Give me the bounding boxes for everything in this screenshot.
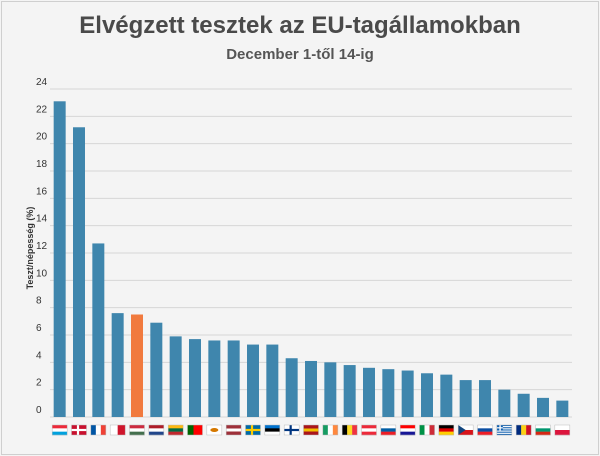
flag-sk-icon [477, 424, 493, 436]
bar-luxemburg [53, 101, 66, 418]
flag-hr-icon [399, 424, 416, 436]
y-tick-label: 6 [36, 323, 42, 334]
bar-ciprus [208, 340, 221, 417]
bar-görögország [498, 389, 511, 417]
flag-lt-icon [167, 424, 184, 436]
bar-ausztria [363, 367, 375, 417]
flag-dk-icon [71, 424, 87, 436]
flag-de-icon [438, 424, 455, 436]
y-tick-label: 8 [36, 296, 42, 307]
y-tick-label: 20 [36, 132, 48, 143]
flag-pt-icon [187, 424, 203, 436]
bar-málta [111, 313, 124, 417]
bar-belgium [343, 365, 356, 417]
flag-ro-icon [515, 424, 532, 436]
bar-németország [440, 374, 453, 417]
y-tick-label: 14 [36, 214, 48, 225]
bar-finnország [285, 358, 298, 417]
y-tick-label: 10 [36, 268, 48, 279]
flag-it-icon [419, 424, 435, 436]
flag-se-icon [245, 424, 261, 436]
bar-lengyelország [556, 400, 569, 417]
y-tick-label: 4 [36, 350, 42, 361]
flag-cy-icon [206, 424, 223, 436]
bar-portugália [189, 339, 201, 417]
flag-lv-icon [225, 424, 242, 436]
y-tick-label: 18 [36, 159, 48, 170]
bar-hollandia [150, 322, 163, 417]
bar-szlovákia [479, 380, 491, 417]
bar-olaszország [421, 373, 433, 417]
flag-fr-icon [90, 424, 107, 436]
flag-bg-icon [535, 424, 551, 436]
bar-észtország [266, 344, 279, 417]
bar-románia [517, 393, 530, 417]
chart-title: Elvégzett tesztek az EU-tagállamokban [79, 12, 521, 39]
y-tick-label: 12 [36, 241, 48, 252]
flag-lu-icon [51, 424, 68, 436]
bar-spanyolország [305, 360, 317, 417]
bar-franciaország [92, 243, 105, 417]
flag-ie-icon [322, 424, 339, 436]
chart-subtitle: December 1-től 14-ig [226, 46, 374, 63]
flag-hu-icon [129, 424, 145, 436]
flag-cz-icon [457, 424, 474, 436]
y-tick-label: 22 [36, 104, 48, 115]
flag-es-icon [303, 424, 319, 436]
flag-pl-icon [554, 424, 571, 436]
bar-írország [324, 362, 337, 417]
flag-at-icon [361, 424, 377, 436]
y-tick-label: 16 [36, 186, 48, 197]
bar-magyarország [131, 314, 143, 417]
bar-bulgária [537, 397, 549, 417]
bar-szlovénia [382, 369, 395, 417]
flag-mt-icon [109, 424, 126, 436]
bar-lettország [227, 340, 240, 417]
flag-nl-icon [148, 424, 165, 436]
flag-be-icon [341, 424, 358, 436]
flag-si-icon [380, 424, 397, 436]
y-tick-label: 24 [36, 77, 48, 88]
flag-gr-icon [496, 424, 513, 436]
bar-svédország [247, 344, 259, 417]
bar-csehország [459, 380, 472, 417]
y-tick-label: 2 [36, 378, 42, 389]
bar-dánia [73, 127, 85, 418]
y-tick-label: 0 [36, 405, 42, 416]
flag-ee-icon [264, 424, 281, 436]
bar-horvátország [401, 370, 414, 417]
flag-fi-icon [283, 424, 300, 436]
bar-litvánia [169, 336, 182, 417]
